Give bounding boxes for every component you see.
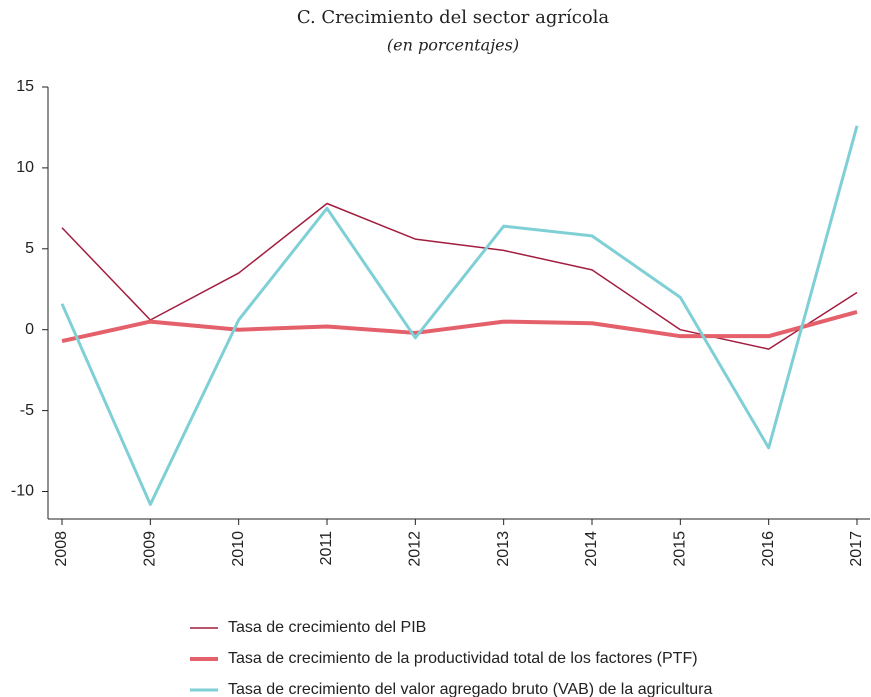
y-tick-label: 15 xyxy=(16,78,34,95)
x-tick-label: 2012 xyxy=(407,531,424,567)
y-tick-label: 0 xyxy=(25,321,34,338)
chart-title: C. Crecimiento del sector agrícola xyxy=(297,7,610,28)
legend-label: Tasa de crecimiento de la productividad … xyxy=(228,650,698,667)
chart-subtitle: (en porcentajes) xyxy=(387,36,519,55)
x-tick-label: 2009 xyxy=(142,531,159,567)
x-tick-label: 2008 xyxy=(53,531,70,567)
y-tick-label: -5 xyxy=(20,402,34,419)
x-tick-label: 2010 xyxy=(230,531,247,567)
y-tick-label: 10 xyxy=(16,159,34,176)
y-tick-label: -10 xyxy=(11,483,34,500)
y-tick-label: 5 xyxy=(25,240,34,257)
series-line xyxy=(61,202,858,350)
series-line xyxy=(60,125,859,506)
x-tick-label: 2015 xyxy=(672,531,689,567)
x-tick-label: 2014 xyxy=(583,531,600,567)
legend-label: Tasa de crecimiento del valor agregado b… xyxy=(228,681,713,697)
x-tick-label: 2011 xyxy=(318,531,335,566)
x-tick-label: 2017 xyxy=(848,531,865,567)
x-tick-label: 2013 xyxy=(495,531,512,567)
legend-label: Tasa de crecimiento del PIB xyxy=(228,619,426,636)
series-line xyxy=(61,309,858,343)
x-tick-label: 2016 xyxy=(760,531,777,567)
